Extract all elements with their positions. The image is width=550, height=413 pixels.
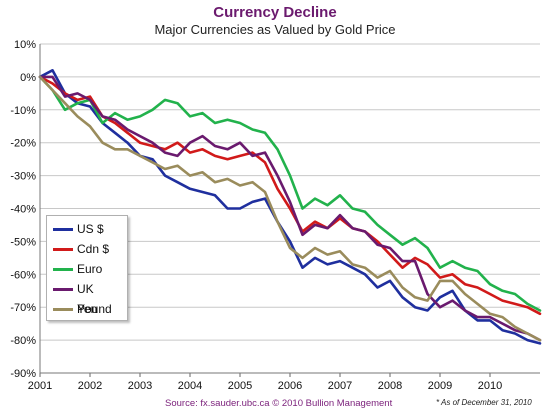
chart-legend: US $ Cdn $ Euro UK Pound Yen [46,215,128,321]
x-tick-label: 2006 [278,380,302,392]
x-tick-label: 2005 [228,380,252,392]
x-tick-label: 2003 [128,380,152,392]
source-note: Source: fx.sauder.ubc.ca © 2010 Bullion … [165,398,393,409]
legend-label: Euro [77,262,103,276]
legend-item: Yen [47,299,127,319]
legend-item: UK Pound [47,279,127,316]
legend-swatch [53,268,73,271]
y-tick-label: -70% [10,302,36,314]
x-tick-label: 2008 [378,380,402,392]
y-tick-label: 0% [20,72,36,84]
legend-item: US $ [47,219,127,239]
y-tick-label: -30% [10,171,36,183]
y-axis-ticks: 10% 0% -10% -20% -30% -40% -50% -60% -70% -80% -90… [10,39,36,380]
y-tick-label: -10% [10,105,36,117]
y-tick-label: -20% [10,138,36,150]
x-tick-label: 2001 [28,380,52,392]
x-tick-label: 2010 [478,380,502,392]
chart-subtitle: Major Currencies as Valued by Gold Price [154,22,396,37]
y-tick-label: -40% [10,204,36,216]
legend-swatch [53,288,73,291]
legend-swatch [53,308,73,311]
y-tick-label: -60% [10,269,36,281]
legend-label: Yen [77,302,98,316]
chart-title: Currency Decline [213,4,337,21]
y-tick-label: 10% [14,39,36,51]
series-line-yen [38,75,542,342]
series-line-cdn [38,75,542,316]
x-tick-label: 2009 [428,380,452,392]
legend-swatch [53,248,73,251]
legend-label: US $ [77,222,104,236]
as-of-note: * As of December 31, 2010 [436,398,532,407]
legend-item: Euro [47,259,127,279]
x-tick-label: 2002 [78,380,102,392]
x-tick-label: 2007 [328,380,352,392]
chart-lines [38,69,542,345]
series-line-euro [38,75,542,312]
legend-label: Cdn $ [77,242,110,256]
legend-item: Cdn $ [47,239,127,259]
legend-label: UK Pound [77,282,112,316]
series-line-us [38,69,542,345]
legend-swatch [53,228,73,231]
y-tick-label: -90% [10,368,36,380]
y-tick-label: -50% [10,236,36,248]
chart-axes [39,44,540,374]
series-line-uk-pound [38,75,542,342]
x-axis-ticks: 2001 2002 2003 2004 2005 2006 2007 2008 2009 2010 [28,373,502,392]
y-tick-label: -80% [10,335,36,347]
x-tick-label: 2004 [178,380,202,392]
